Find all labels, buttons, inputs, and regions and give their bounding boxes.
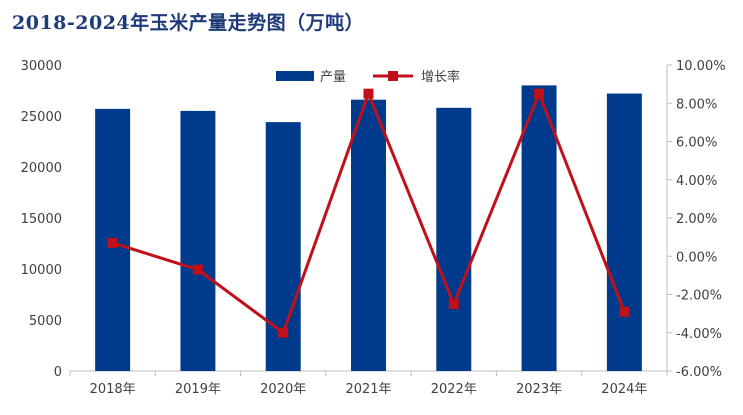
x-tick-label: 2023年 bbox=[516, 382, 562, 397]
y-left-tick-label: 25000 bbox=[21, 110, 62, 125]
y-right-tick-label: 4.00% bbox=[676, 174, 717, 189]
y-left-tick-label: 5000 bbox=[29, 314, 62, 329]
x-tick-label: 2019年 bbox=[175, 382, 221, 397]
y-right-tick-label: -4.00% bbox=[676, 327, 722, 342]
y-left-tick-label: 15000 bbox=[21, 212, 62, 227]
bar bbox=[351, 100, 386, 371]
y-left-tick-label: 30000 bbox=[21, 59, 62, 74]
y-right-tick-label: 8.00% bbox=[676, 97, 717, 112]
y-left-tick-label: 10000 bbox=[21, 263, 62, 278]
bar bbox=[436, 108, 471, 371]
legend-bar-swatch bbox=[276, 71, 314, 81]
y-left-tick-label: 0 bbox=[54, 365, 62, 380]
x-tick-label: 2020年 bbox=[260, 382, 306, 397]
x-tick-label: 2024年 bbox=[601, 382, 647, 397]
growth-point bbox=[108, 238, 118, 248]
x-tick-label: 2021年 bbox=[345, 382, 391, 397]
y-left-tick-label: 20000 bbox=[21, 161, 62, 176]
growth-point bbox=[278, 328, 288, 338]
y-right-tick-label: 0.00% bbox=[676, 250, 717, 265]
legend-line-marker bbox=[388, 71, 398, 81]
legend-line-label: 增长率 bbox=[421, 69, 460, 85]
y-right-tick-label: 10.00% bbox=[676, 59, 726, 74]
y-right-tick-label: -6.00% bbox=[676, 365, 722, 380]
bar bbox=[607, 94, 642, 371]
bar bbox=[180, 111, 215, 371]
legend-bar-label: 产量 bbox=[320, 70, 346, 85]
growth-point bbox=[364, 89, 374, 99]
y-right-tick-label: 6.00% bbox=[676, 136, 717, 151]
growth-point bbox=[619, 307, 629, 317]
bars bbox=[95, 85, 642, 371]
y-right-tick-label: -2.00% bbox=[676, 289, 722, 304]
growth-point bbox=[449, 299, 459, 309]
growth-point bbox=[534, 89, 544, 99]
x-tick-label: 2018年 bbox=[90, 382, 136, 397]
y-right-tick-label: 2.00% bbox=[676, 212, 717, 227]
growth-point bbox=[193, 265, 203, 275]
legend: 产量 增长率 bbox=[276, 69, 460, 85]
x-tick-label: 2022年 bbox=[431, 382, 477, 397]
